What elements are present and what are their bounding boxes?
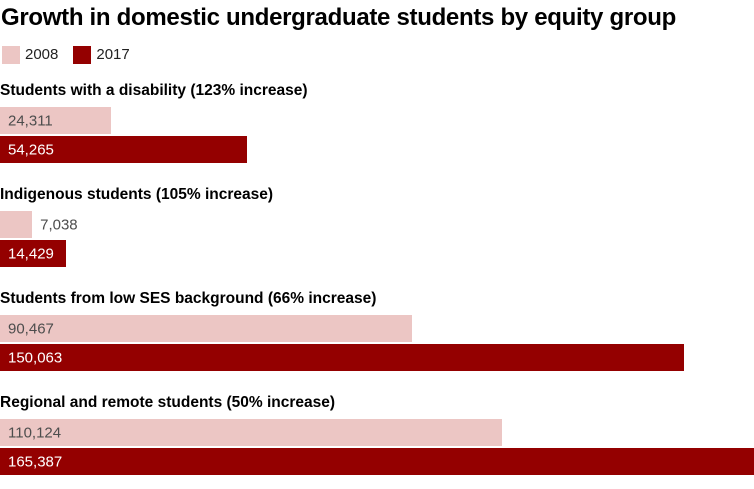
- bar: [0, 315, 413, 342]
- bar: [0, 344, 685, 371]
- bar-row: 7,038: [0, 211, 754, 238]
- group-label: Students from low SES background (66% in…: [0, 290, 377, 307]
- bar-value-label: 7,038: [40, 216, 78, 233]
- legend-label: 2008: [25, 46, 59, 63]
- legend: 2008 2017: [2, 46, 754, 64]
- bar: [0, 211, 33, 238]
- legend-swatch: [73, 46, 92, 64]
- bar: [0, 240, 66, 267]
- bar-value-label: 24,311: [8, 112, 53, 129]
- bar-value-label: 14,429: [8, 245, 54, 262]
- chart-group: Indigenous students (105% increase) 7,03…: [0, 185, 754, 267]
- chart-group: Students with a disability (123% increas…: [0, 81, 754, 163]
- bar-row: 24,311: [0, 107, 754, 134]
- bar-row: 150,063: [0, 344, 754, 371]
- bar-value-label: 54,265: [8, 141, 54, 158]
- bar-row: 14,429: [0, 240, 754, 267]
- bar-value-label: 165,387: [8, 453, 63, 470]
- bar: [0, 136, 248, 163]
- bar: [0, 107, 111, 134]
- bar-value-label: 90,467: [8, 320, 54, 337]
- bar-row: 90,467: [0, 315, 754, 342]
- bar-row: 54,265: [0, 136, 754, 163]
- bar-chart: Students with a disability (123% increas…: [0, 81, 754, 475]
- bar-row: 165,387: [0, 448, 754, 475]
- chart-group: Regional and remote students (50% increa…: [0, 393, 754, 475]
- bar: [0, 448, 754, 475]
- group-label: Regional and remote students (50% increa…: [0, 394, 336, 411]
- legend-swatch: [2, 46, 20, 64]
- group-label: Indigenous students (105% increase): [0, 186, 274, 203]
- chart-group: Students from low SES background (66% in…: [0, 289, 754, 371]
- bar-row: 110,124: [0, 419, 754, 446]
- bar: [0, 419, 503, 446]
- legend-label: 2017: [96, 46, 130, 63]
- bar-value-label: 110,124: [8, 424, 62, 441]
- chart-title: Growth in domestic undergraduate student…: [1, 4, 676, 31]
- legend-item: 2008: [2, 46, 58, 64]
- legend-item: 2017: [73, 46, 130, 64]
- bar-value-label: 150,063: [8, 349, 63, 366]
- group-label: Students with a disability (123% increas…: [0, 82, 308, 99]
